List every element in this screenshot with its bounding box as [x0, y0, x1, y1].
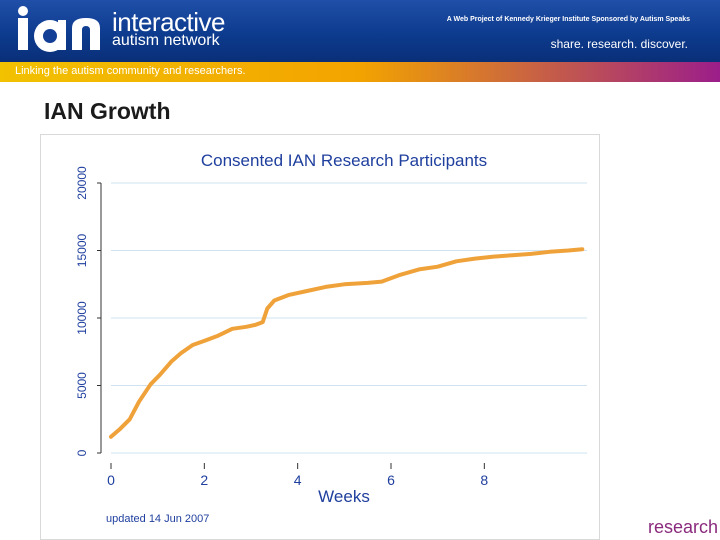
sponsor-text: A Web Project of Kennedy Krieger Institu…	[446, 16, 690, 23]
ian-logo-mark[interactable]	[14, 6, 106, 56]
y-tick-label-0: 0	[75, 449, 89, 456]
y-tick-label-4: 20000	[75, 166, 89, 200]
y-tick-label-2: 10000	[75, 301, 89, 335]
y-tick-label-3: 15000	[75, 233, 89, 267]
series-line-0	[109, 247, 585, 439]
update-note: updated 14 Jun 2007	[106, 513, 209, 525]
x-tick-label-3: 6	[387, 472, 395, 488]
tagline: share. research. discover.	[550, 37, 688, 51]
brand-name-line1: interactive	[112, 7, 226, 37]
y-tick-label-1: 5000	[75, 372, 89, 399]
x-tick-label-4: 8	[480, 472, 488, 488]
strip-text: Linking the autism community and researc…	[15, 65, 246, 77]
tagline-strip: Linking the autism community and researc…	[0, 62, 720, 82]
chart-title: Consented IAN Research Participants	[201, 151, 487, 170]
brand-name-line2: autism network	[112, 32, 220, 49]
x-tick-label-2: 4	[294, 472, 302, 488]
chart-frame: Consented IAN Research Participants Week…	[40, 134, 600, 540]
site-banner: interactive autism network A Web Project…	[0, 0, 720, 62]
growth-chart: Consented IAN Research Participants Week…	[75, 151, 587, 525]
page-title: IAN Growth	[44, 98, 171, 124]
footer-word: research	[647, 517, 718, 537]
x-axis-label: Weeks	[318, 487, 370, 506]
x-tick-label-1: 2	[200, 472, 208, 488]
x-tick-label-0: 0	[107, 472, 115, 488]
